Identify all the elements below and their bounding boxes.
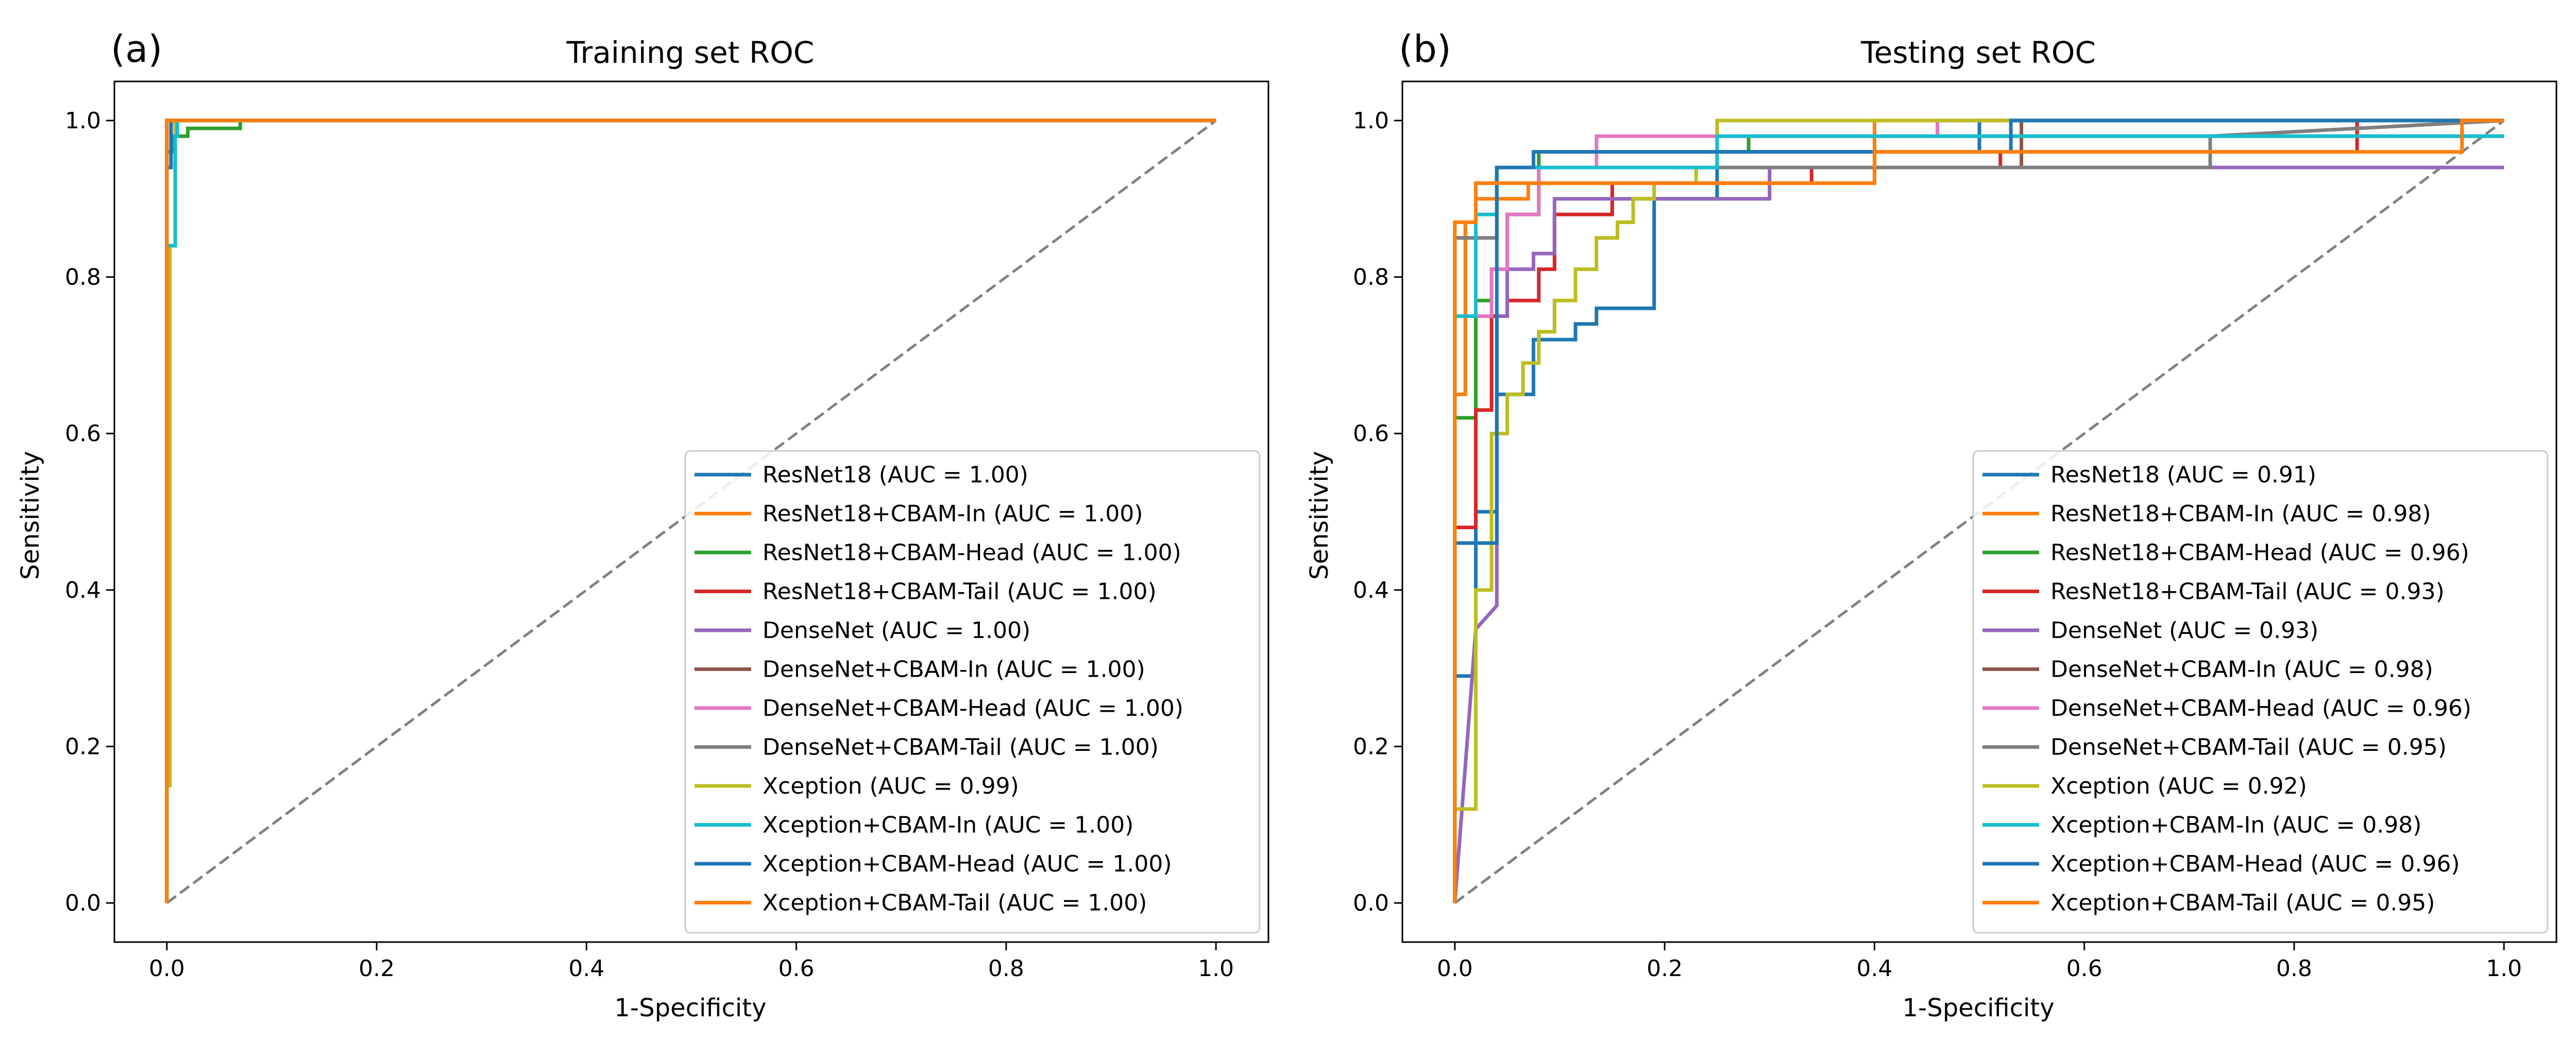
legend-entry-label: Xception+CBAM-Head (AUC = 1.00) [762, 851, 1172, 877]
legend-entry-label: ResNet18+CBAM-In (AUC = 1.00) [762, 501, 1143, 527]
x-tick-label: 0.8 [2276, 955, 2312, 982]
legend-entry-label: Xception (AUC = 0.92) [2050, 773, 2307, 799]
y-tick-label: 0.6 [1353, 421, 1389, 447]
x-tick-label: 0.6 [2066, 955, 2103, 982]
legend-entry-label: Xception+CBAM-Tail (AUC = 0.95) [2050, 890, 2435, 916]
ticks-training: 0.0 0.2 0.4 0.6 0.8 1.0 0.0 0.2 0.4 0.6 0.8 1.0 [65, 108, 1234, 982]
x-tick-label: 0.2 [359, 955, 395, 982]
y-tick-label: 0.0 [65, 890, 101, 916]
axes-frame-testing [1401, 80, 2557, 943]
plot-lines-training [165, 119, 1217, 904]
legend-entry-label: DenseNet+CBAM-Tail (AUC = 0.95) [2050, 734, 2447, 761]
y-tick-label: 0.2 [65, 733, 101, 760]
legend-entry-label: ResNet18 (AUC = 1.00) [762, 462, 1028, 488]
legend-box [1972, 450, 2549, 934]
legend-entry-label: ResNet18+CBAM-Tail (AUC = 0.93) [2050, 579, 2445, 605]
legend-entry-label: DenseNet (AUC = 1.00) [762, 617, 1030, 644]
legend-entry-label: Xception (AUC = 0.99) [762, 773, 1019, 799]
y-axis-label-training: Sensitivity [16, 451, 45, 580]
y-tick-label: 0.0 [1353, 890, 1389, 916]
x-axis-label-testing: 1-Specificity [1902, 994, 2054, 1022]
legend-entry-label: ResNet18+CBAM-Head (AUC = 0.96) [2050, 540, 2469, 566]
y-tick-label: 1.0 [1353, 108, 1389, 134]
x-tick-label: 0.8 [988, 955, 1024, 982]
legend-entry-label: DenseNet (AUC = 0.93) [2050, 617, 2318, 644]
y-tick-label: 1.0 [65, 108, 101, 134]
chance-diagonal-line [166, 119, 1217, 904]
roc-curve-series-10 [1453, 119, 2504, 903]
x-tick-label: 1.0 [1198, 955, 1234, 982]
x-tick-label: 0.0 [1437, 955, 1473, 982]
legend-box [684, 450, 1261, 934]
legend-entry-label: Xception+CBAM-In (AUC = 0.98) [2050, 812, 2421, 838]
axes-frame-training [113, 80, 1269, 943]
legend-entry-label: Xception+CBAM-In (AUC = 1.00) [762, 812, 1133, 838]
legend-entry-label: DenseNet+CBAM-In (AUC = 0.98) [2050, 657, 2433, 683]
legend-entry-label: DenseNet+CBAM-Head (AUC = 0.96) [2050, 695, 2471, 722]
x-tick-label: 0.0 [149, 955, 185, 982]
chance-diagonal-line [1454, 119, 2505, 904]
legend-entry-label: ResNet18 (AUC = 0.91) [2050, 462, 2316, 488]
legend-entry-label: Xception+CBAM-Tail (AUC = 1.00) [762, 890, 1147, 916]
y-tick-label: 0.8 [65, 264, 101, 291]
roc-curve-series-3 [1453, 119, 2504, 903]
x-tick-label: 0.4 [568, 955, 604, 982]
legend-training: ResNet18 (AUC = 1.00) ResNet18+CBAM-In (A… [684, 450, 1261, 934]
legend-entry-label: DenseNet+CBAM-Head (AUC = 1.00) [762, 695, 1183, 722]
y-axis-label-testing: Sensitivity [1305, 451, 1334, 580]
legend-testing: ResNet18 (AUC = 0.91) ResNet18+CBAM-In (A… [1972, 450, 2549, 934]
roc-curve-series-11 [165, 119, 1216, 903]
legend-entry-label: DenseNet+CBAM-Tail (AUC = 1.00) [762, 734, 1159, 761]
plot-lines-testing [1453, 119, 2505, 904]
x-axis-label-training: 1-Specificity [614, 994, 766, 1022]
panel-testing-roc: (b) Testing set ROC 1-Specificity Sensit… [1305, 27, 2557, 1022]
roc-curve-series-11 [1453, 119, 2504, 903]
y-tick-label: 0.4 [65, 577, 101, 603]
chart-title-testing: Testing set ROC [1860, 35, 2096, 70]
y-tick-label: 0.6 [65, 421, 101, 447]
panel-label-a: (a) [111, 27, 162, 71]
y-tick-label: 0.2 [1353, 733, 1389, 760]
y-tick-label: 0.8 [1353, 264, 1389, 291]
y-tick-label: 0.4 [1353, 577, 1389, 603]
x-tick-label: 0.4 [1856, 955, 1892, 982]
panel-label-b: (b) [1399, 27, 1451, 71]
x-tick-label: 0.6 [778, 955, 815, 982]
legend-entry-label: Xception+CBAM-Head (AUC = 0.96) [2050, 851, 2460, 877]
x-tick-label: 0.2 [1647, 955, 1683, 982]
chart-title-training: Training set ROC [566, 35, 815, 70]
ticks-testing: 0.0 0.2 0.4 0.6 0.8 1.0 0.0 0.2 0.4 0.6 0.8 1.0 [1353, 108, 2522, 982]
roc-curve-series-4 [1453, 165, 2504, 903]
x-tick-label: 1.0 [2486, 955, 2522, 982]
legend-entry-label: ResNet18+CBAM-Tail (AUC = 1.00) [762, 579, 1157, 605]
legend-entry-label: ResNet18+CBAM-Head (AUC = 1.00) [762, 540, 1181, 566]
panel-training-roc: (a) Training set ROC 1-Specificity Sensi… [16, 27, 1269, 1022]
legend-entry-label: DenseNet+CBAM-In (AUC = 1.00) [762, 657, 1145, 683]
legend-entry-label: ResNet18+CBAM-In (AUC = 0.98) [2050, 501, 2431, 527]
